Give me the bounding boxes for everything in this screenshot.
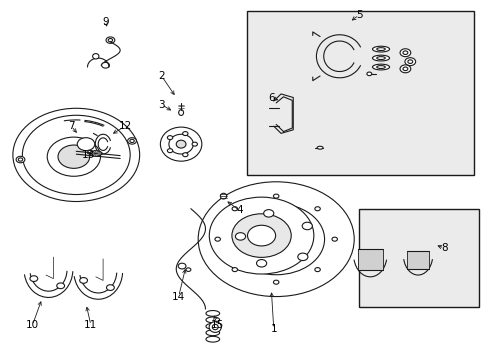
Ellipse shape <box>178 110 183 116</box>
Text: 1: 1 <box>270 324 277 334</box>
Text: 7: 7 <box>68 121 75 131</box>
Circle shape <box>167 149 172 153</box>
Circle shape <box>297 253 307 261</box>
Circle shape <box>314 267 320 271</box>
Ellipse shape <box>399 49 410 57</box>
Ellipse shape <box>372 46 389 52</box>
Ellipse shape <box>160 127 202 161</box>
Ellipse shape <box>402 51 407 54</box>
Circle shape <box>235 233 245 240</box>
Circle shape <box>198 182 353 297</box>
Bar <box>246 12 473 175</box>
Ellipse shape <box>402 67 407 71</box>
Ellipse shape <box>106 37 115 43</box>
Circle shape <box>77 138 95 150</box>
Ellipse shape <box>89 151 102 156</box>
Text: 4: 4 <box>236 206 243 216</box>
Bar <box>357 249 382 270</box>
Circle shape <box>273 194 278 198</box>
Ellipse shape <box>127 138 136 144</box>
Circle shape <box>30 276 38 282</box>
Circle shape <box>209 197 313 274</box>
Bar <box>358 209 478 307</box>
Circle shape <box>106 285 114 291</box>
Circle shape <box>183 132 187 135</box>
Text: 8: 8 <box>440 243 447 253</box>
Circle shape <box>254 223 297 255</box>
Ellipse shape <box>102 62 109 68</box>
Circle shape <box>331 237 337 241</box>
Text: 14: 14 <box>172 292 185 302</box>
Circle shape <box>80 278 87 283</box>
Ellipse shape <box>376 66 385 68</box>
Circle shape <box>192 142 197 146</box>
Ellipse shape <box>366 72 371 76</box>
Circle shape <box>57 283 64 289</box>
Text: 15: 15 <box>211 320 224 330</box>
Circle shape <box>302 222 312 230</box>
Circle shape <box>263 210 273 217</box>
Circle shape <box>314 207 320 211</box>
Ellipse shape <box>16 156 25 163</box>
Circle shape <box>167 136 172 140</box>
Ellipse shape <box>92 54 99 59</box>
Ellipse shape <box>178 263 185 269</box>
Circle shape <box>13 108 140 202</box>
Circle shape <box>232 207 237 211</box>
Circle shape <box>22 115 130 194</box>
Ellipse shape <box>18 158 22 161</box>
Bar <box>407 251 428 269</box>
Ellipse shape <box>399 65 410 73</box>
Ellipse shape <box>407 60 412 63</box>
Ellipse shape <box>220 193 226 199</box>
Ellipse shape <box>108 39 112 42</box>
Circle shape <box>256 260 266 267</box>
Circle shape <box>183 153 187 157</box>
Ellipse shape <box>130 139 134 143</box>
Circle shape <box>247 225 275 246</box>
Text: 3: 3 <box>158 100 164 110</box>
Text: 9: 9 <box>102 17 109 27</box>
Ellipse shape <box>376 57 385 59</box>
Circle shape <box>58 145 89 168</box>
Circle shape <box>273 280 278 284</box>
Text: 2: 2 <box>158 71 164 81</box>
Ellipse shape <box>376 48 385 50</box>
Ellipse shape <box>372 55 389 61</box>
Text: 12: 12 <box>118 121 131 131</box>
Circle shape <box>232 267 237 271</box>
Text: 5: 5 <box>355 10 362 20</box>
Circle shape <box>47 137 100 176</box>
Ellipse shape <box>372 64 389 70</box>
Text: 6: 6 <box>267 93 274 103</box>
Ellipse shape <box>168 134 193 154</box>
Text: 10: 10 <box>26 320 39 330</box>
Circle shape <box>231 214 291 257</box>
Text: 11: 11 <box>84 320 97 330</box>
Ellipse shape <box>404 58 415 66</box>
Circle shape <box>227 204 324 275</box>
Text: 13: 13 <box>81 150 95 160</box>
Ellipse shape <box>317 146 323 149</box>
Ellipse shape <box>212 324 218 330</box>
Ellipse shape <box>176 140 185 148</box>
Ellipse shape <box>209 321 221 332</box>
Ellipse shape <box>185 268 190 271</box>
Circle shape <box>215 237 220 241</box>
